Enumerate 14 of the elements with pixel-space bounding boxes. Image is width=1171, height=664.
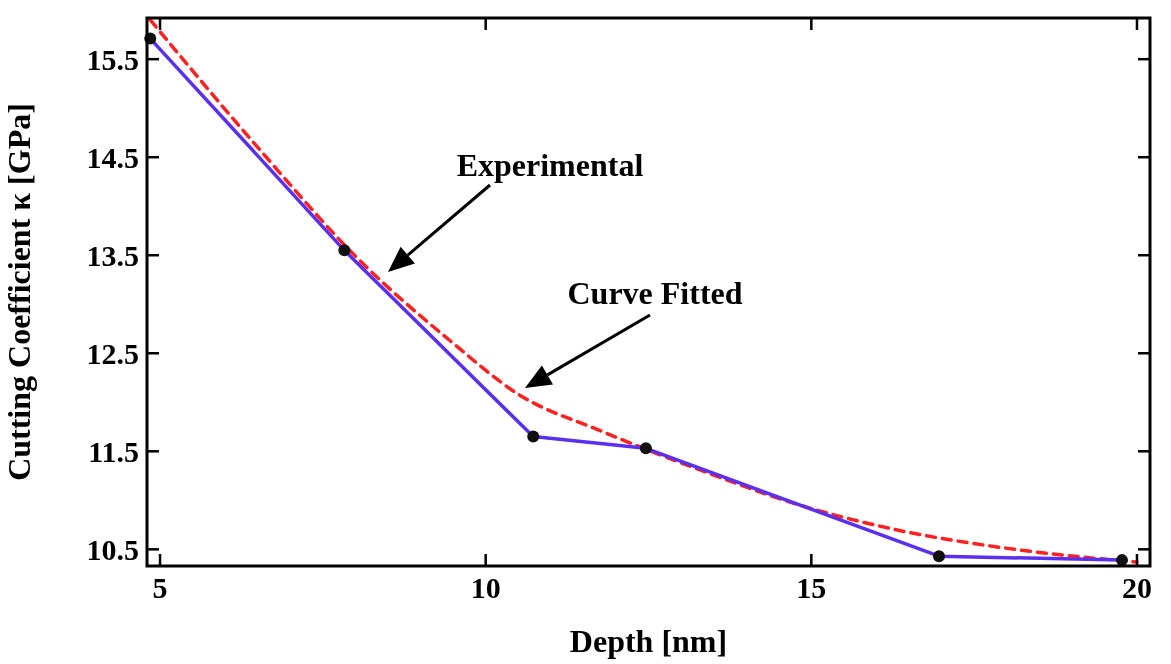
y-tick-label: 10.5 <box>86 532 139 566</box>
y-tick-label: 13.5 <box>86 238 139 272</box>
x-tick-label: 15 <box>796 571 827 604</box>
annotation: Experimental <box>456 147 644 184</box>
y-tick-label: 14.5 <box>86 140 139 174</box>
x-tick-label: 20 <box>1121 571 1152 604</box>
y-axis-title: Cutting Coefficient κ [GPa] <box>1 103 37 481</box>
y-tick-label: 11.5 <box>88 434 139 468</box>
x-tick-label: 10 <box>470 571 501 604</box>
x-axis-title: Depth [nm] <box>569 623 728 659</box>
x-tick-label: 5 <box>152 571 168 604</box>
y-tick-label: 12.5 <box>86 336 139 370</box>
annotation: Curve Fitted <box>567 275 743 312</box>
y-tick-label: 15.5 <box>86 42 139 76</box>
